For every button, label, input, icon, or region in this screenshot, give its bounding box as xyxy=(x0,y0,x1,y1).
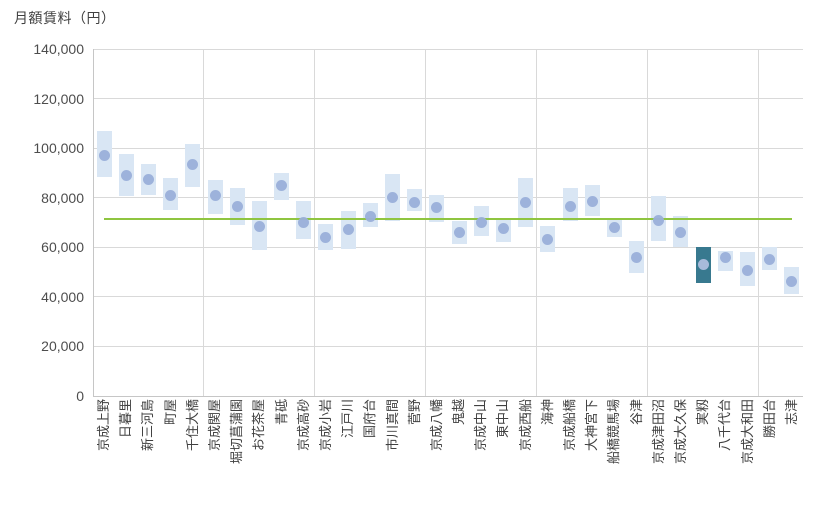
category-label: お花茶屋 xyxy=(251,399,267,452)
category-label: 京成大和田 xyxy=(739,399,755,465)
median-dot xyxy=(231,200,243,212)
median-dot xyxy=(431,202,443,214)
category-label: 鬼越 xyxy=(451,399,467,426)
median-dot xyxy=(364,210,376,222)
median-dot xyxy=(497,223,509,235)
h-gridline xyxy=(93,197,803,199)
y-tick-label: 100,000 xyxy=(33,140,84,157)
category-label: 勝田台 xyxy=(761,399,777,439)
category-label: 菅野 xyxy=(406,399,422,426)
median-dot xyxy=(142,173,154,185)
median-dot xyxy=(697,259,709,271)
h-gridline xyxy=(93,345,803,347)
median-dot xyxy=(675,226,687,238)
median-dot xyxy=(298,217,310,228)
category-label: 日暮里 xyxy=(118,399,134,439)
category-label: 海神 xyxy=(539,399,555,426)
y-tick-label: 120,000 xyxy=(33,90,84,107)
category-label: 京成船橋 xyxy=(562,399,578,452)
median-dot xyxy=(453,226,465,238)
median-dot xyxy=(98,150,110,162)
median-dot xyxy=(786,276,798,288)
category-label: 堀切菖蒲園 xyxy=(229,399,245,465)
median-dot xyxy=(564,200,576,212)
category-label: 京成八幡 xyxy=(428,399,444,452)
median-dot xyxy=(120,169,132,181)
chart-title: 月額賃料（円） xyxy=(14,10,116,26)
median-dot xyxy=(520,197,532,209)
category-label: 京成小岩 xyxy=(317,399,333,452)
median-dot xyxy=(742,265,754,277)
category-label: 京成中山 xyxy=(473,399,489,452)
h-gridline xyxy=(93,395,803,397)
v-gridline xyxy=(203,49,205,396)
median-dot xyxy=(342,224,354,236)
median-dot xyxy=(253,220,265,232)
median-dot xyxy=(387,192,399,204)
category-label: 町屋 xyxy=(162,399,178,426)
category-label: 千住大橋 xyxy=(184,399,200,452)
v-gridline xyxy=(314,49,316,396)
category-label: 京成西船 xyxy=(517,399,533,452)
category-label: 実籾 xyxy=(695,399,711,426)
category-label: 京成大久保 xyxy=(672,399,688,465)
v-gridline xyxy=(536,49,538,396)
h-gridline xyxy=(93,296,803,298)
y-tick-label: 140,000 xyxy=(33,41,84,57)
median-dot xyxy=(586,195,598,207)
median-dot xyxy=(187,158,199,170)
category-label: 国府台 xyxy=(362,399,378,439)
median-dot xyxy=(276,179,288,191)
y-tick-label: 0 xyxy=(76,388,84,404)
category-label: 京成関屋 xyxy=(207,399,223,452)
category-label: 大神宮下 xyxy=(584,399,600,452)
v-gridline xyxy=(425,49,427,396)
average-line xyxy=(104,217,792,220)
category-label: 江戸川 xyxy=(340,399,356,439)
median-dot xyxy=(320,231,332,243)
median-dot xyxy=(764,254,776,266)
category-label: 京成上野 xyxy=(96,399,112,452)
category-label: 市川真間 xyxy=(384,399,400,452)
median-dot xyxy=(631,251,643,263)
y-tick-label: 40,000 xyxy=(41,288,84,305)
h-gridline xyxy=(93,48,803,50)
category-label: 船橋競馬場 xyxy=(606,399,622,465)
median-dot xyxy=(165,189,177,201)
median-dot xyxy=(542,234,554,246)
category-label: 志津 xyxy=(783,399,799,426)
y-tick-label: 20,000 xyxy=(41,338,84,355)
median-dot xyxy=(653,214,665,226)
v-gridline xyxy=(758,49,760,396)
median-dot xyxy=(209,189,221,201)
median-dot xyxy=(608,221,620,233)
median-dot xyxy=(409,197,421,209)
y-axis-line xyxy=(93,49,94,396)
y-tick-label: 60,000 xyxy=(41,239,84,256)
category-label: 八千代台 xyxy=(717,399,733,452)
category-label: 谷津 xyxy=(628,399,644,426)
v-gridline xyxy=(647,49,649,396)
median-dot xyxy=(475,217,487,228)
y-tick-label: 80,000 xyxy=(41,189,84,206)
category-label: 京成高砂 xyxy=(295,399,311,452)
h-gridline xyxy=(93,147,803,149)
h-gridline xyxy=(93,98,803,100)
category-label: 京成津田沼 xyxy=(650,399,666,465)
median-dot xyxy=(719,251,731,263)
category-label: 新三河島 xyxy=(140,399,156,452)
category-label: 青砥 xyxy=(273,399,289,426)
category-label: 東中山 xyxy=(495,399,511,439)
h-gridline xyxy=(93,246,803,248)
